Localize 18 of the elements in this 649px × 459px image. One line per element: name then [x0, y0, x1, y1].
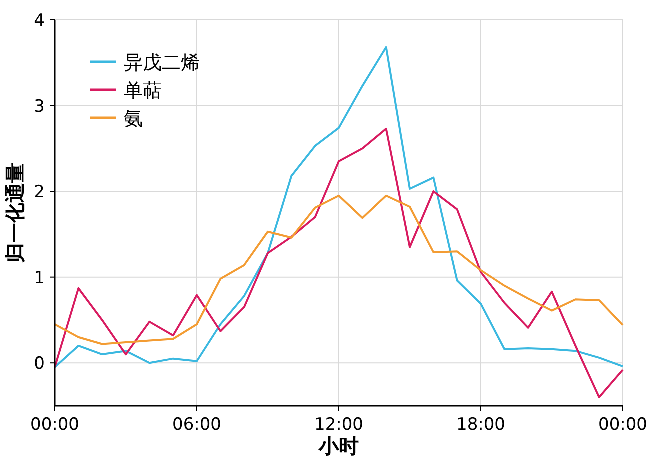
x-tick-label: 00:00 — [30, 415, 80, 435]
x-tick-label: 18:00 — [456, 415, 506, 435]
x-tick-label: 00:00 — [598, 415, 648, 435]
y-tick-label: 4 — [34, 11, 45, 31]
x-axis-title: 小时 — [318, 434, 359, 458]
legend-label: 氨 — [124, 108, 143, 130]
y-axis-title: 归一化通量 — [3, 163, 27, 264]
legend-label: 异戊二烯 — [124, 52, 200, 74]
line-series — [54, 128, 624, 398]
y-tick-label: 0 — [34, 354, 45, 374]
y-tick-label: 1 — [34, 268, 45, 288]
y-tick-label: 2 — [34, 182, 45, 203]
legend-label: 单萜 — [124, 80, 162, 102]
x-tick-label: 06:00 — [172, 415, 222, 435]
y-tick-label: 3 — [34, 96, 45, 117]
line-series — [54, 46, 624, 368]
x-tick-label: 12:00 — [314, 415, 364, 435]
line-series — [54, 194, 624, 346]
